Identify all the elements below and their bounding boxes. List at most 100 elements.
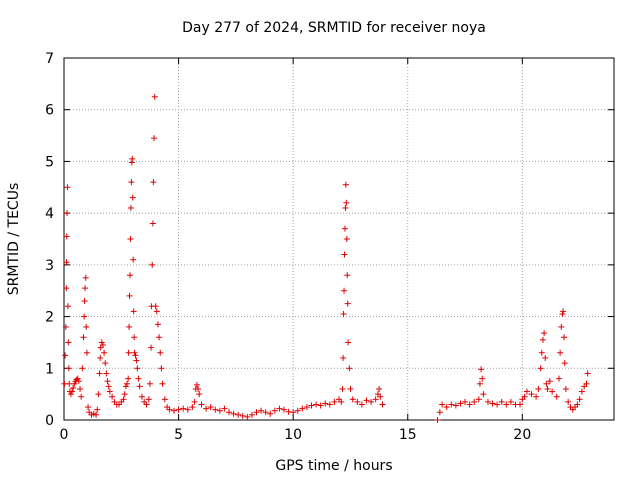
data-point xyxy=(66,380,73,387)
data-point xyxy=(549,388,556,395)
data-point xyxy=(475,396,482,403)
data-point xyxy=(63,285,70,292)
data-point xyxy=(479,375,486,382)
data-point xyxy=(290,409,297,416)
data-point xyxy=(346,365,353,372)
data-point xyxy=(340,310,347,317)
data-point xyxy=(313,401,320,408)
data-point xyxy=(65,339,72,346)
x-axis-label: GPS time / hours xyxy=(275,458,392,474)
data-point xyxy=(248,411,255,418)
data-point xyxy=(561,360,568,367)
data-point xyxy=(95,391,102,398)
data-point xyxy=(341,225,348,232)
data-point xyxy=(81,313,88,320)
y-tick-label: 4 xyxy=(45,206,54,222)
data-point xyxy=(79,365,86,372)
data-point xyxy=(303,404,310,411)
data-point xyxy=(161,396,168,403)
data-point xyxy=(294,407,301,414)
data-point xyxy=(121,391,128,398)
data-point xyxy=(130,256,137,263)
data-point xyxy=(125,375,132,382)
data-point xyxy=(180,405,187,412)
data-point xyxy=(136,383,143,390)
data-point xyxy=(134,365,141,372)
data-point xyxy=(559,310,566,317)
data-point xyxy=(322,400,329,407)
data-point xyxy=(578,388,585,395)
y-axis-label: SRMTID / TECUs xyxy=(6,183,22,296)
data-point xyxy=(127,204,134,211)
data-point xyxy=(535,385,542,392)
data-point xyxy=(212,406,219,413)
data-point xyxy=(129,194,136,201)
data-point xyxy=(158,365,165,372)
data-point xyxy=(63,210,70,217)
data-point xyxy=(135,375,142,382)
data-point xyxy=(558,323,565,330)
data-point xyxy=(82,285,89,292)
data-point xyxy=(556,375,562,382)
data-point xyxy=(80,334,87,341)
data-point xyxy=(196,391,203,398)
data-point xyxy=(239,412,246,419)
data-point xyxy=(62,323,69,330)
data-point xyxy=(436,409,443,416)
data-point xyxy=(191,398,198,405)
data-point xyxy=(75,378,82,385)
data-point xyxy=(466,401,473,408)
data-point xyxy=(120,396,127,403)
data-point xyxy=(151,93,158,100)
data-point xyxy=(478,366,485,373)
data-point xyxy=(368,398,375,405)
data-point xyxy=(281,406,287,413)
data-point xyxy=(122,383,129,390)
data-point xyxy=(448,401,455,408)
data-point xyxy=(81,298,88,305)
data-point xyxy=(363,397,370,404)
data-point xyxy=(342,181,349,188)
chart-title: Day 277 of 2024, SRMTID for receiver noy… xyxy=(182,20,486,36)
data-point xyxy=(560,308,567,315)
data-point xyxy=(70,384,77,391)
data-point xyxy=(127,236,134,242)
data-point xyxy=(131,334,138,341)
data-point xyxy=(471,398,478,405)
data-point xyxy=(149,261,156,268)
data-point xyxy=(271,407,278,414)
data-point xyxy=(553,393,560,400)
data-point xyxy=(267,410,274,417)
data-point xyxy=(439,401,446,408)
data-point xyxy=(93,411,100,418)
data-point xyxy=(546,378,553,385)
y-tick-label: 1 xyxy=(45,361,54,377)
data-point xyxy=(544,385,551,392)
data-point xyxy=(85,404,92,411)
data-point xyxy=(349,396,356,403)
data-point xyxy=(149,220,156,227)
data-point xyxy=(235,411,242,418)
data-point xyxy=(82,274,89,281)
data-point xyxy=(83,323,90,330)
data-point xyxy=(480,391,487,398)
data-point xyxy=(131,349,138,356)
data-point xyxy=(146,380,153,387)
data-point xyxy=(537,365,544,372)
data-point xyxy=(159,380,166,387)
data-point xyxy=(83,349,90,356)
data-point xyxy=(476,380,483,387)
data-point xyxy=(517,401,524,408)
data-point xyxy=(64,303,71,310)
x-tick-label: 15 xyxy=(399,427,417,443)
data-point xyxy=(152,303,159,310)
data-point xyxy=(126,323,133,330)
data-point xyxy=(338,398,345,405)
data-point xyxy=(154,321,161,328)
x-tick-label: 0 xyxy=(60,427,69,443)
data-point xyxy=(253,409,260,416)
data-point xyxy=(343,236,350,242)
x-tick-label: 10 xyxy=(284,427,302,443)
data-point xyxy=(94,406,101,413)
data-point xyxy=(576,396,583,403)
